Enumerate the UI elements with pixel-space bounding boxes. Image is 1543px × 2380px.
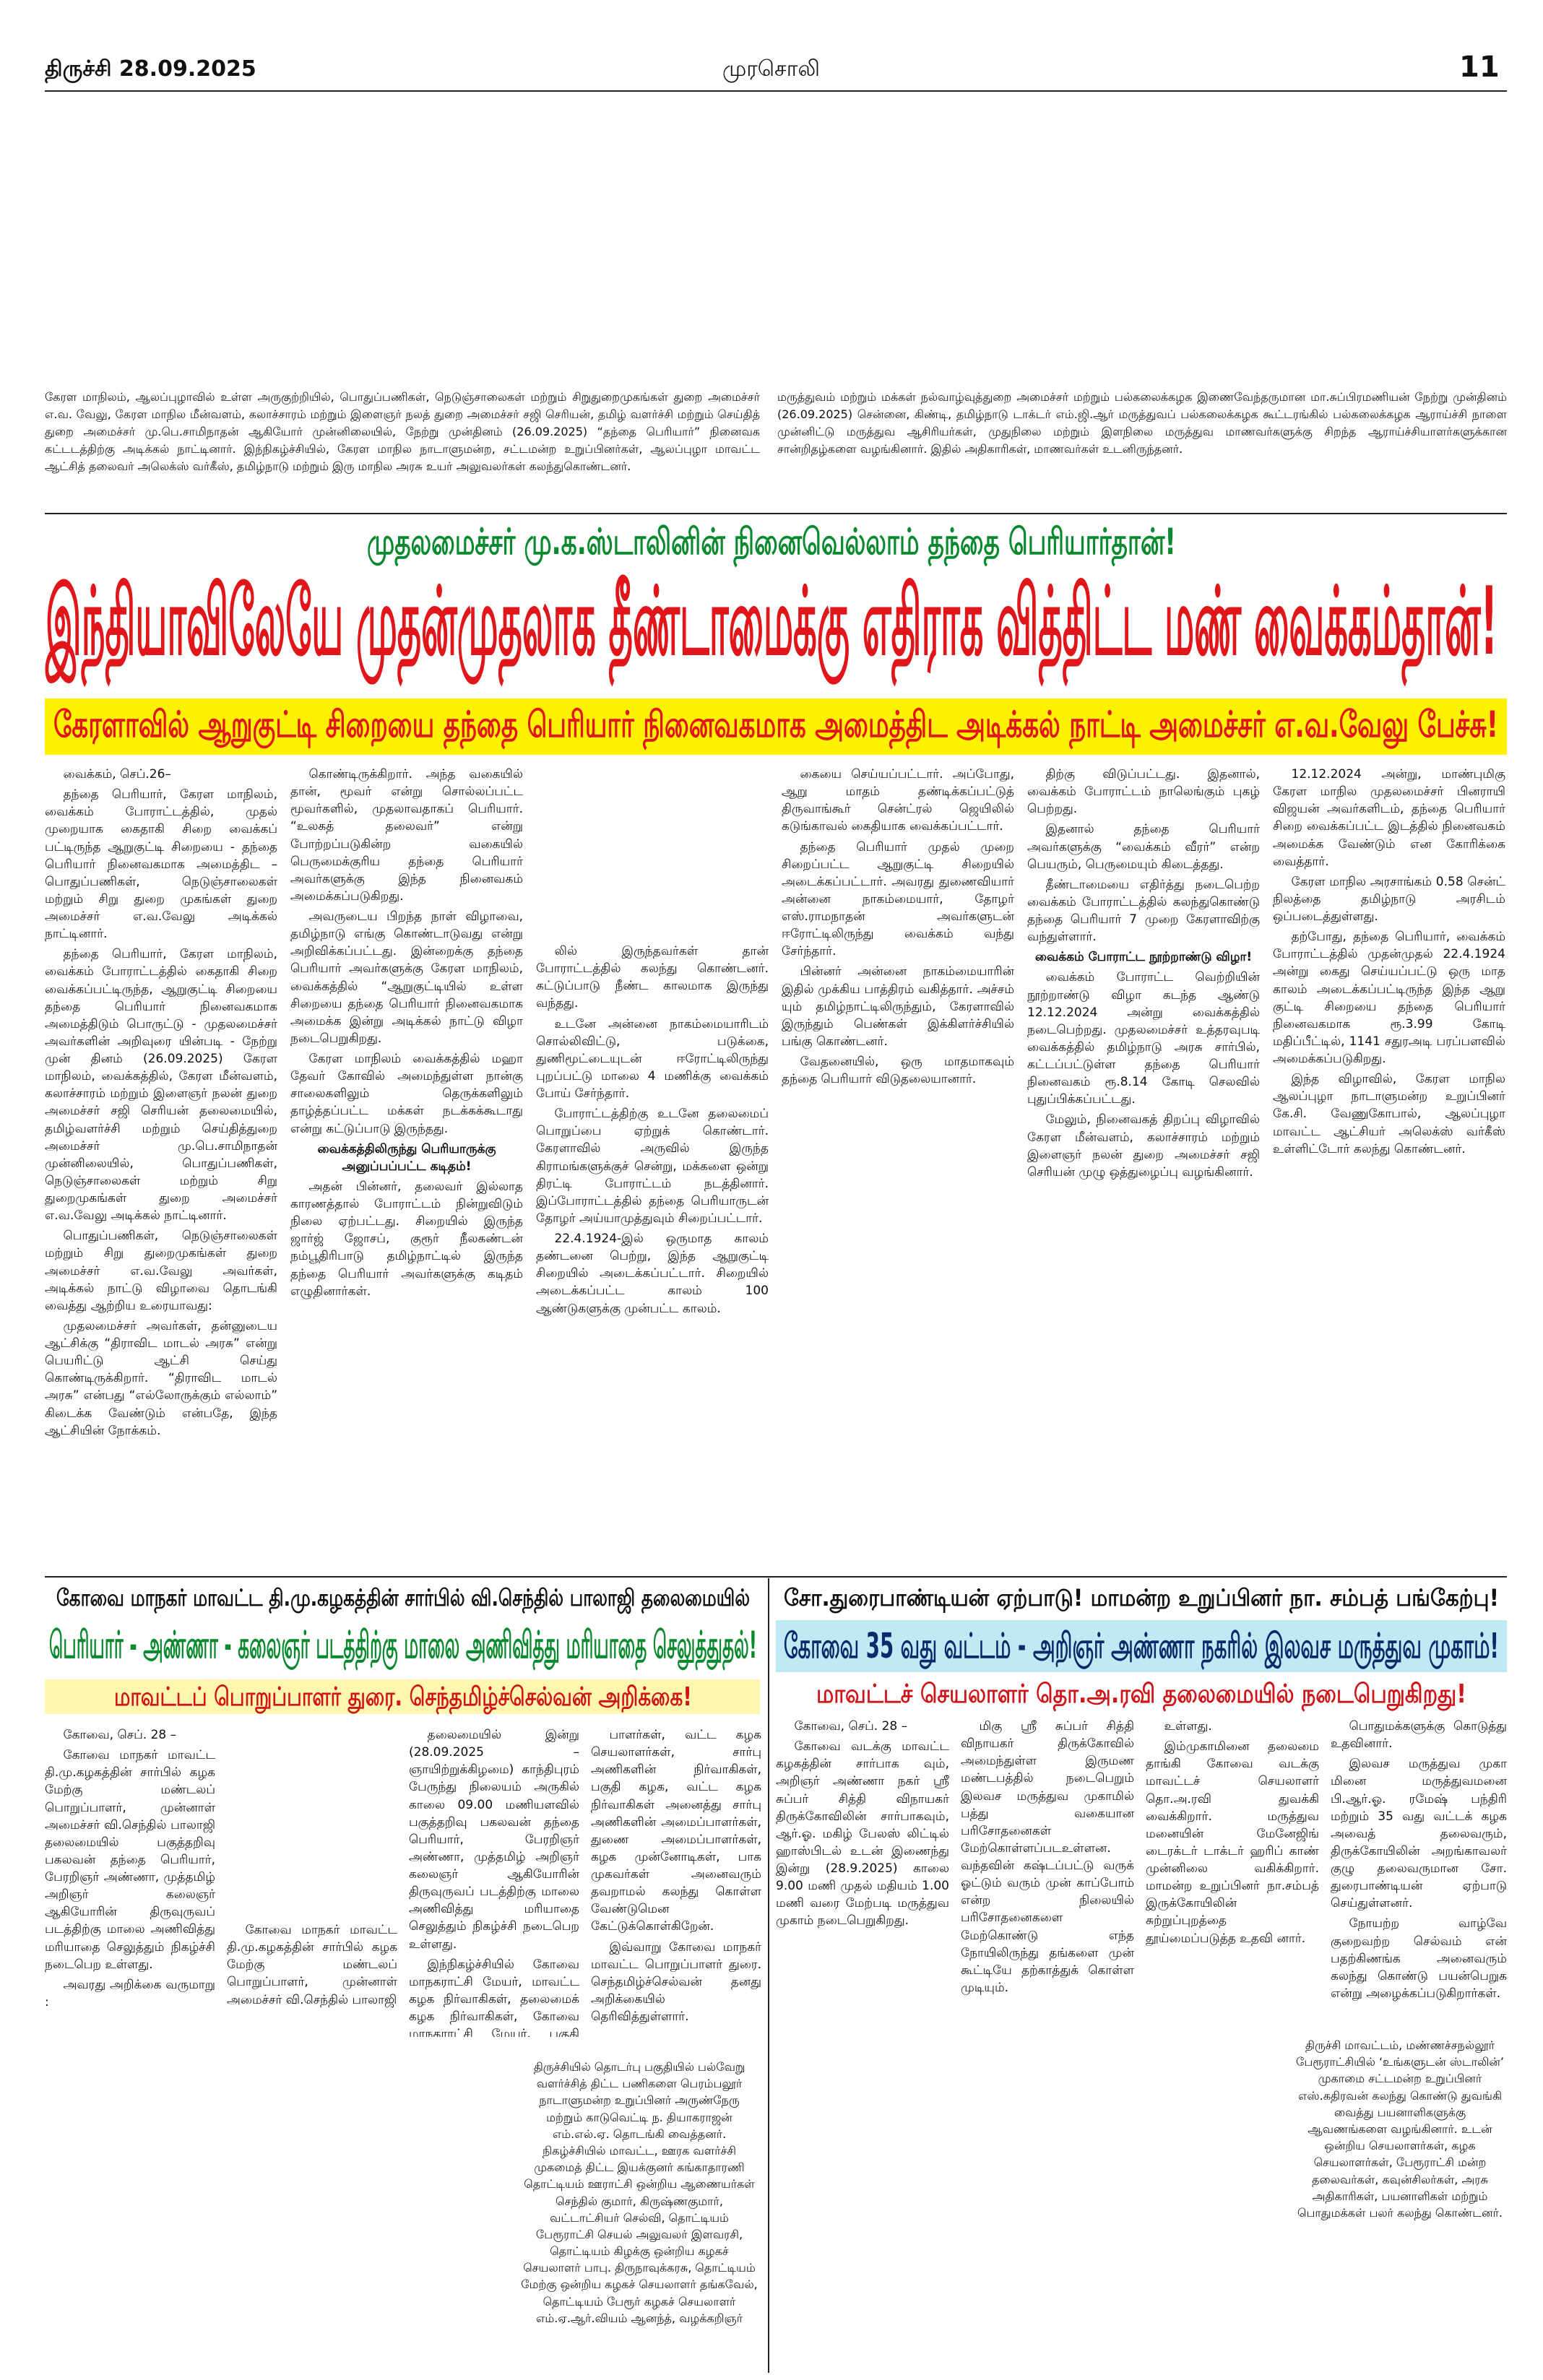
paragraph: இந்த விழாவில், கேரள மாநில ஆலப்புழா நாடாள… [1273,1072,1505,1156]
paragraph: கோவை, செப். 28 – [63,1728,177,1742]
paragraph: இதனால் தந்தை பெரியார் அவர்களுக்கு “வைக்க… [1027,822,1260,872]
text-column: உள்ளது. இம்முகாமினை தலைமை தாங்கி கோவை வடக… [1146,1718,1319,2021]
text-column: 12.12.2024 அன்று, மாண்புமிகு கேரள மாநில … [1273,766,1505,1567]
photo-caption: திருச்சி மாவட்டம், மண்ணச்சநல்லூர் பேரூரா… [1296,2038,1504,2220]
paragraph: 22.4.1924-இல் ஒருமாத காலம் தண்டனை பெற்று… [536,1232,769,1316]
paragraph: கேரள மாநில அரசாங்கம் 0.58 சென்ட் நிலத்தை… [1273,874,1505,924]
text-column: கையை செய்யப்பட்டார். அப்போது, ஆறு மாதம் … [782,766,1014,1567]
headline-band [776,1620,1507,1672]
paragraph: 12.12.2024 அன்று, மாண்புமிகு கேரள மாநில … [1273,767,1505,869]
text-column: வைக்கம், செப்.26– தந்தை பெரியார், கேரள மா… [45,766,277,1567]
paragraph: வேதனையில், ஒரு மாதமாகவும் தந்தை பெரியார்… [782,1055,1014,1087]
text-column: தலைமையில் இன்று (28.09.2025 – ஞாயிற்றுக்… [409,1726,579,2037]
text-column: கொண்டிருக்கிறார். அந்த வகையில் தான், மூவ… [290,766,523,1567]
paragraph: உடனே அன்னை நாகம்மையாரிடம் சொல்லிவிட்டு, … [536,1016,769,1102]
paragraph: தற்போது, தந்தை பெரியார், வைக்கம் போராட்ட… [1273,930,1505,1066]
city-date: திருச்சி 28.09.2025 [45,56,256,82]
paragraph: தந்தை பெரியார், கேரள மாநிலம், வைக்கம் போ… [45,947,277,1224]
headline: இந்தியாவிலேயே முதன்முதலாக தீண்டாமைக்கு எ… [45,566,1497,687]
kicker: சோ.துரைபாண்டியன் ஏற்பாடு! மாமன்ற உறுப்பி… [784,1584,1499,1614]
paragraph: இலவச மருத்துவ முகா மினை மருத்துவமனை பி.ஆ… [1331,1757,1507,1911]
section-rule [45,513,1507,514]
paragraph: பொதுமக்களுக்கு கொடுத்து உதவினார். [1331,1719,1507,1752]
paragraph: மேலும், நினைவகத் திறப்பு விழாவில் கேரள ம… [1027,1112,1260,1180]
photo-caption: கேரள மாநிலம், ஆலப்புழாவில் உள்ள அருகுற்ற… [45,390,760,473]
paragraph: அதன் பின்னர், தலைவர் இல்லாத காரணத்தால் ப… [290,1179,523,1299]
subhead: கேரளாவில் ஆறுகுட்டி சிறையை தந்தை பெரியார… [53,704,1498,750]
paragraph: பாளர்கள், வட்ட கழக செயலாளர்கள், சார்பு அ… [591,1728,761,1934]
paragraph: கோவை வடக்கு மாவட்ட கழகத்தின் சார்பாக வும… [776,1739,949,1929]
paragraph: நோயற்ற வாழ்வே குறைவற்ற செல்வம் என் பதற்க… [1331,1916,1507,2001]
column-rule [768,1578,769,2373]
photo-caption: திருச்சியில் தொடர்பு பகுதியில் பல்வேறு வ… [521,2060,758,2325]
page-number: 11 [1459,51,1500,84]
paragraph: போராட்டத்திற்கு உடனே தலைமைப் பொறுப்பை ஏற… [536,1107,769,1226]
paragraph: தந்தை பெரியார், கேரள மாநிலம், வைக்கம் போ… [45,787,277,942]
text-column: கோவை, செப். 28 – கோவை வடக்கு மாவட்ட கழகத்… [776,1718,949,2021]
subhead-band [45,1679,760,1714]
headline: பெரியார் - அண்ணா - கலைஞர் படத்திற்கு மால… [49,1624,757,1671]
subhead: மாவட்டப் பொறுப்பாளர் துரை. செந்தமிழ்ச்செ… [114,1682,692,1715]
paragraph: இம்முகாமினை தலைமை தாங்கி கோவை வடக்கு மாவ… [1146,1739,1319,1946]
paragraph: பொதுப்பணிகள், நெடுஞ்சாலைகள் மற்றும் சிறு… [45,1229,277,1313]
paragraph: வைக்கம், செப்.26– [63,767,171,782]
subhead: மாவட்டச் செயலாளர் தொ.அ.ரவி தலைமையில் நடை… [816,1679,1466,1712]
paragraph: அவருடைய பிறந்த நாள் விழாவை, தமிழ்நாடு எங… [290,909,523,1046]
text-column: பாளர்கள், வட்ட கழக செயலாளர்கள், சார்பு அ… [591,1726,761,2037]
paragraph: வைக்கம் போராட்ட நூற்றாண்டு விழா! [1034,950,1253,965]
paragraph: வைக்கம் போராட்ட வெற்றியின் நூற்றாண்டு வி… [1027,970,1260,1107]
text-column: மிகு ஸ்ரீ சுப்பர் சித்தி விநாயகர் திருக்… [961,1718,1134,2021]
paragraph: கொண்டிருக்கிறார். அந்த வகையில் தான், மூவ… [290,767,523,904]
paragraph: கோவை மாநகர் மாவட்ட தி.மு.கழகத்தின் சார்ப… [227,1923,397,2007]
kicker: முதலமைச்சர் மு.க.ஸ்டாலினின் நினைவெல்லாம்… [367,521,1176,568]
photo-caption: மருத்துவம் மற்றும் மக்கள் நல்வாழ்வுத்துற… [777,390,1507,456]
paragraph: தீண்டாமையை எதிர்த்து நடைபெற்ற வைக்கம் போ… [1027,877,1260,945]
kicker: கோவை மாநகர் மாவட்ட தி.மு.கழகத்தின் சார்ப… [56,1584,750,1614]
header-rule [45,90,1507,92]
paragraph: இவ்வாறு கோவை மாநகர் மாவட்ட பொறுப்பாளர் த… [591,1939,761,2025]
paper-name: முரசொலி [722,56,820,82]
paragraph: கோவை, செப். 28 – [794,1719,908,1734]
paragraph: உள்ளது. [1164,1719,1212,1734]
bottom-headlines: கோவை மாநகர் மாவட்ட தி.மு.கழகத்தின் சார்ப… [45,1584,1507,1715]
text-column: கோவை, செப். 28 – கோவை மாநகர் மாவட்ட தி.மு… [45,1726,215,2037]
paragraph: திற்கு விடுப்பட்டது. இதனால், வைக்கம் போர… [1027,767,1260,817]
paragraph: கோவை மாநகர் மாவட்ட தி.மு.கழகத்தின் சார்ப… [45,1748,215,1972]
paragraph: லில் இருந்தவர்கள் தான் போராட்டத்தில் கலந… [536,944,769,1011]
paragraph: பின்னர் அன்னை நாகம்மையாரின் இதில் முக்கி… [782,964,1014,1049]
subhead-band [45,698,1507,755]
text-column: லில் இருந்தவர்கள் தான் போராட்டத்தில் கலந… [536,943,769,1567]
paragraph: கேரள மாநிலம் வைக்கத்தில் மஹா தேவர் கோவில… [290,1052,523,1136]
paragraph: இந்நிகழ்ச்சியில் கோவை மாநகராட்சி மேயர், … [409,1957,579,2037]
section-rule [45,1576,1507,1578]
paragraph: மிகு ஸ்ரீ சுப்பர் சித்தி விநாயகர் திருக்… [961,1719,1134,1995]
headline: கோவை 35 வது வட்டம் - அறிஞர் அண்ணா நகரில்… [784,1626,1499,1670]
paragraph: தலைமையில் இன்று (28.09.2025 – ஞாயிற்றுக்… [409,1728,579,1952]
paragraph: முதலமைச்சர் அவர்கள், தன்னுடைய ஆட்சிக்கு … [45,1318,277,1438]
paragraph: கையை செய்யப்பட்டார். அப்போது, ஆறு மாதம் … [782,767,1014,834]
text-column: கோவை மாநகர் மாவட்ட தி.மு.கழகத்தின் சார்ப… [227,1921,397,2037]
paragraph: வைக்கத்திலிருந்து பெரியாருக்கு அனுப்பப்ப… [317,1141,496,1174]
main-headlines: முதலமைச்சர் மு.க.ஸ்டாலினின் நினைவெல்லாம்… [45,521,1507,755]
paragraph: தந்தை பெரியார் முதல் முறை சிறைப்பட்ட ஆறு… [782,839,1014,959]
text-column: திற்கு விடுப்பட்டது. இதனால், வைக்கம் போர… [1027,766,1260,1567]
paragraph: அவரது அறிக்கை வருமாறு : [45,1977,215,2009]
text-column: பொதுமக்களுக்கு கொடுத்து உதவினார். இலவச மர… [1331,1718,1507,2021]
